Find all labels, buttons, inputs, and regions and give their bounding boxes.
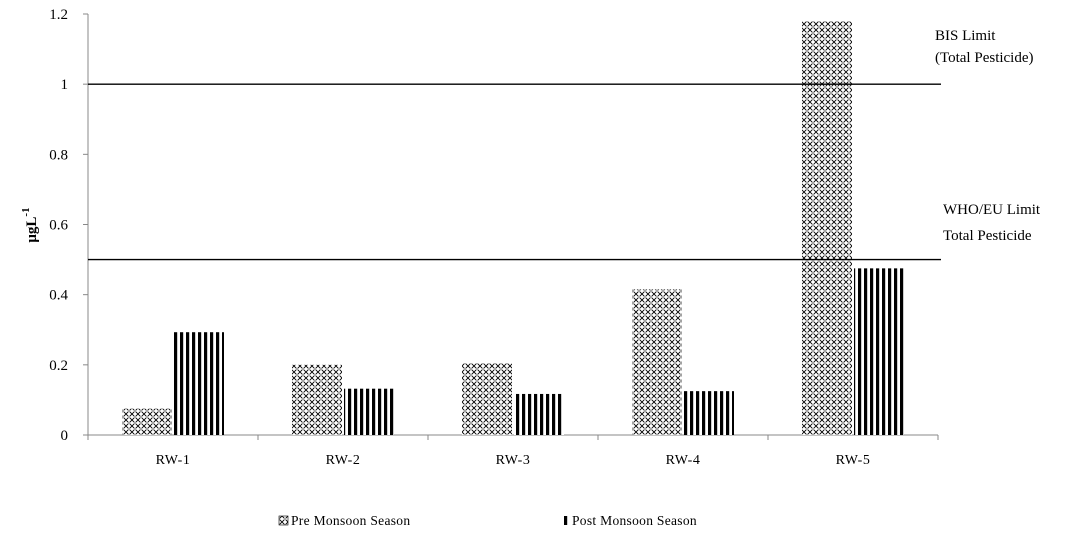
- who-eu-limit-label: WHO/EU Limit: [943, 202, 1041, 218]
- plot-area: 0 0.2 0.4 0.6 0.8 1 1.2 RW-1 RW-2 RW-3 RW-4 RW-5 BIS…: [49, 7, 1041, 468]
- y-tick-label: 0.8: [49, 147, 68, 163]
- bis-limit-label: BIS Limit: [935, 28, 996, 44]
- y-tick-label: 1.2: [49, 7, 68, 23]
- bar-pre-monsoon: [122, 408, 172, 435]
- x-tick-label: RW-1: [156, 453, 191, 468]
- bar-pre-monsoon: [802, 21, 852, 436]
- bar-pre-monsoon: [292, 364, 342, 435]
- y-axis-title: μgL-1: [20, 207, 40, 242]
- y-tick-label: 0.6: [49, 218, 68, 234]
- who-eu-limit-sublabel: Total Pesticide: [943, 228, 1032, 244]
- x-tick-label: RW-2: [326, 453, 361, 468]
- bar-post-monsoon: [854, 268, 904, 435]
- bar-pre-monsoon: [462, 363, 512, 435]
- legend-item-pre-monsoon: Pre Monsoon Season: [278, 513, 410, 528]
- x-tick-label: RW-3: [496, 453, 531, 468]
- y-tick-label: 0.2: [49, 358, 68, 374]
- bar-post-monsoon: [344, 388, 394, 435]
- y-axis-title-superscript: -1: [20, 207, 32, 216]
- legend-swatch-pre-monsoon: [278, 515, 289, 526]
- bar-post-monsoon: [514, 393, 564, 435]
- y-axis-title-main: μgL: [24, 217, 40, 243]
- x-tick-label: RW-5: [836, 453, 871, 468]
- legend-label-pre-monsoon: Pre Monsoon Season: [291, 513, 410, 528]
- legend-label-post-monsoon: Post Monsoon Season: [572, 513, 697, 528]
- bar-pre-monsoon: [632, 289, 682, 435]
- y-tick-label: 0.4: [49, 288, 68, 304]
- legend-swatch-post-monsoon: [562, 516, 570, 525]
- y-tick-label: 0: [61, 428, 69, 444]
- x-tick-label: RW-4: [666, 453, 701, 468]
- legend: Pre Monsoon Season Post Monsoon Season: [278, 513, 697, 528]
- bis-limit-sublabel: (Total Pesticide): [935, 50, 1034, 66]
- bar-post-monsoon: [174, 332, 224, 435]
- y-tick-label: 1: [61, 77, 69, 93]
- legend-item-post-monsoon: Post Monsoon Season: [562, 513, 697, 528]
- bar-post-monsoon: [684, 391, 734, 435]
